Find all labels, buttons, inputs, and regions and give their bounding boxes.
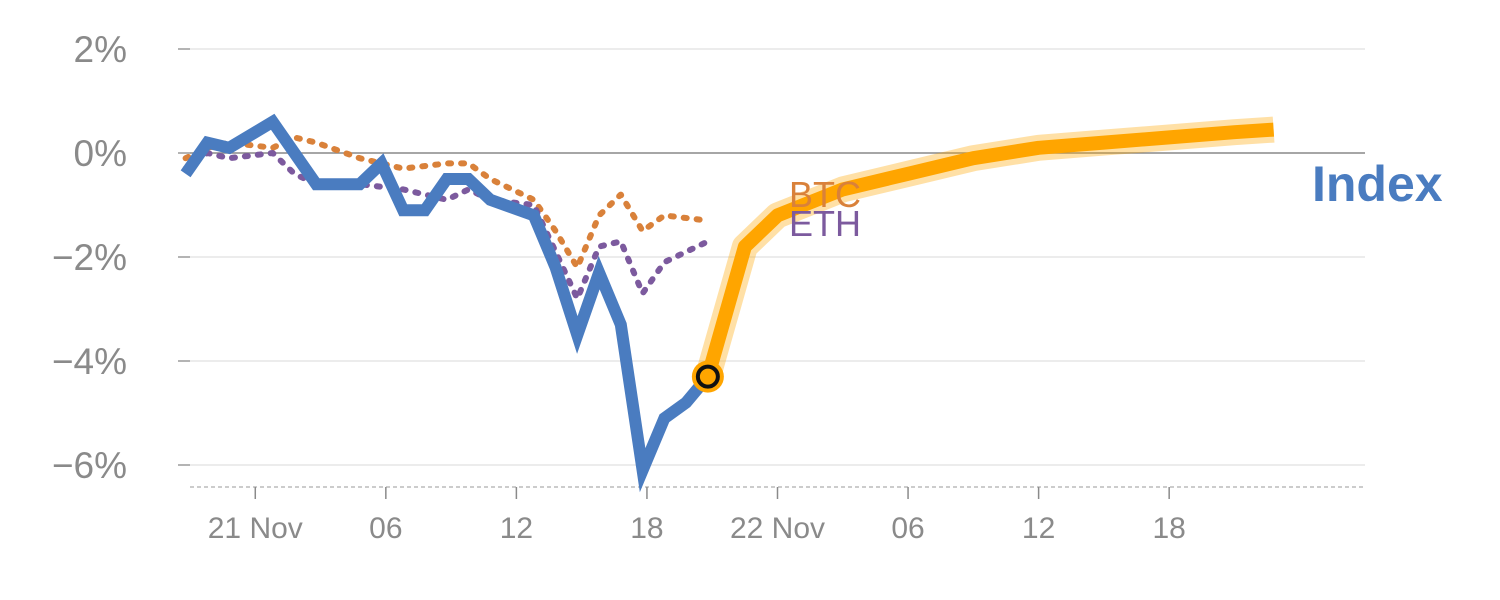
x-tick-label: 22 Nov <box>730 512 825 545</box>
tick-labels: 2% 0% −2% −4% −6% 21 Nov 06 12 18 22 Nov 06 12 18 <box>52 29 1186 545</box>
y-tick-label: 2% <box>74 29 127 70</box>
axes <box>190 152 1365 488</box>
series-label-index: Index <box>1312 156 1443 212</box>
current-point-marker <box>695 364 720 389</box>
x-tick-label: 12 <box>1022 512 1055 545</box>
y-tick-label: −4% <box>52 341 127 382</box>
series-lines <box>180 113 1275 493</box>
x-tick-label: 06 <box>891 512 924 545</box>
x-tick-label: 06 <box>369 512 402 545</box>
series-label-btc: BTC <box>789 174 861 215</box>
y-tick-label: −2% <box>52 237 127 278</box>
x-tick-label: 12 <box>500 512 533 545</box>
series-label-eth: ETH <box>789 203 861 244</box>
y-tick-label: 0% <box>74 133 127 174</box>
series-line-index <box>180 113 713 493</box>
x-tick-label: 18 <box>1152 512 1185 545</box>
x-tick-label: 21 Nov <box>208 512 303 545</box>
gridlines <box>178 48 1365 466</box>
series-line-eth <box>182 150 711 302</box>
series-line-btc <box>182 134 711 271</box>
series-line-forecast <box>701 122 1275 379</box>
y-tick-label: −6% <box>52 445 127 486</box>
x-tick-label: 18 <box>630 512 663 545</box>
forecast-glow <box>695 116 1275 381</box>
